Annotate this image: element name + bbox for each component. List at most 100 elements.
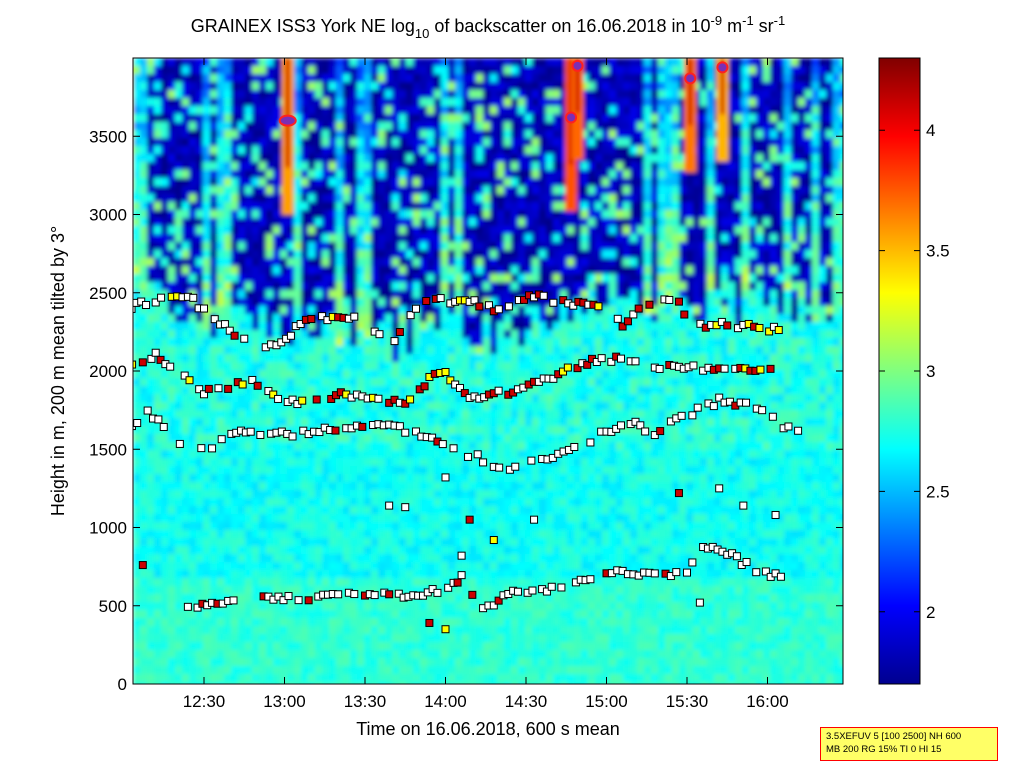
layer-marker [468, 590, 477, 599]
y-axis: 0 500 1000 1500 2000 2500 3000 3500 [89, 127, 843, 694]
colorbar-tick-label: 3.5 [926, 242, 950, 261]
layer-marker [286, 331, 295, 340]
layer-marker [511, 462, 520, 471]
y-tick-label: 2000 [89, 362, 127, 381]
layer-marker [489, 536, 498, 545]
y-axis-label: Height in m, 200 m mean tilted by 3° [48, 226, 68, 516]
layer-marker [709, 402, 718, 411]
layer-marker [755, 323, 764, 332]
layer-marker [224, 384, 233, 393]
layer-marker [154, 415, 163, 424]
y-tick-label: 500 [99, 597, 127, 616]
layer-marker [715, 393, 724, 402]
layer-marker [559, 367, 568, 376]
x-tick-label: 12:30 [183, 692, 226, 711]
y-tick-label: 1000 [89, 519, 127, 538]
layer-marker [156, 355, 165, 364]
layer-marker [645, 300, 654, 309]
layer-marker [634, 304, 643, 313]
layer-marker [395, 422, 404, 431]
layer-marker [732, 552, 741, 561]
layer-marker [720, 364, 729, 373]
layer-marker [689, 361, 698, 370]
layer-marker [616, 354, 625, 363]
cloud-base-marker [684, 72, 697, 85]
layer-marker [723, 321, 732, 330]
x-tick-label: 14:00 [424, 692, 467, 711]
layer-marker [774, 326, 783, 335]
layer-marker [636, 421, 645, 430]
layer-marker [650, 569, 659, 578]
layer-marker [677, 411, 686, 420]
layer-marker [425, 618, 434, 627]
layer-marker [530, 515, 539, 524]
layer-marker [406, 311, 415, 320]
layer-marker [138, 561, 147, 570]
layer-marker [519, 295, 528, 304]
layer-marker [143, 406, 152, 415]
layer-marker [570, 442, 579, 451]
layer-marker [312, 395, 321, 404]
layer-marker [284, 592, 293, 601]
layer-marker [489, 601, 498, 610]
layer-marker [473, 450, 482, 459]
layer-marker [597, 354, 606, 363]
layer-marker [123, 303, 130, 310]
layer-marker [776, 572, 785, 581]
layer-marker [390, 337, 399, 346]
layer-marker [623, 317, 632, 326]
layer-marker [484, 301, 493, 310]
layer-marker [279, 596, 288, 605]
chart-title: GRAINEX ISS3 York NE log10 of backscatte… [191, 13, 785, 41]
layer-marker [288, 395, 297, 404]
layer-marker [479, 458, 488, 467]
layer-marker [631, 357, 640, 366]
layer-marker [680, 310, 689, 319]
layer-marker [238, 380, 247, 389]
layer-marker [453, 578, 462, 587]
layer-marker [674, 489, 683, 498]
layer-marker [385, 501, 394, 510]
layer-marker [370, 591, 379, 600]
layer-marker [542, 587, 551, 596]
layer-marker [548, 453, 557, 462]
layer-marker [375, 330, 384, 339]
layer-marker [616, 421, 625, 430]
layer-marker [185, 376, 194, 385]
layer-marker [406, 395, 415, 404]
layer-marker [674, 297, 683, 306]
cloud-base-marker [565, 111, 578, 124]
layer-marker [350, 312, 359, 321]
layer-marker [655, 364, 664, 373]
layer-marker [693, 403, 702, 412]
layer-marker [449, 444, 458, 453]
layer-marker [248, 375, 257, 384]
layer-marker [269, 390, 278, 399]
layer-marker [133, 360, 137, 369]
layer-marker [401, 503, 410, 512]
layer-marker [594, 302, 603, 311]
layer-marker [672, 568, 681, 577]
layer-marker [183, 602, 192, 611]
layer-marker [557, 583, 566, 592]
layer-marker [411, 304, 420, 313]
layer-marker [528, 586, 537, 595]
layer-marker [464, 452, 473, 461]
layer-marker [455, 383, 464, 392]
layer-marker [197, 444, 206, 453]
heatmap-plot [123, 58, 843, 684]
cloud-base-marker [716, 61, 729, 74]
layer-marker [758, 406, 767, 415]
layer-marker [225, 326, 234, 335]
layer-marker [641, 427, 650, 436]
layer-marker [494, 305, 503, 314]
layer-marker [401, 428, 410, 437]
layer-marker [229, 596, 238, 605]
layer-marker [240, 334, 249, 343]
layer-marker [765, 327, 774, 336]
layer-marker [208, 444, 217, 453]
info-line-1: 3.5XEFUV 5 [100 2500] NH 600 [826, 731, 962, 742]
layer-marker [683, 568, 691, 577]
layer-marker [334, 590, 343, 599]
layer-marker [422, 296, 431, 305]
